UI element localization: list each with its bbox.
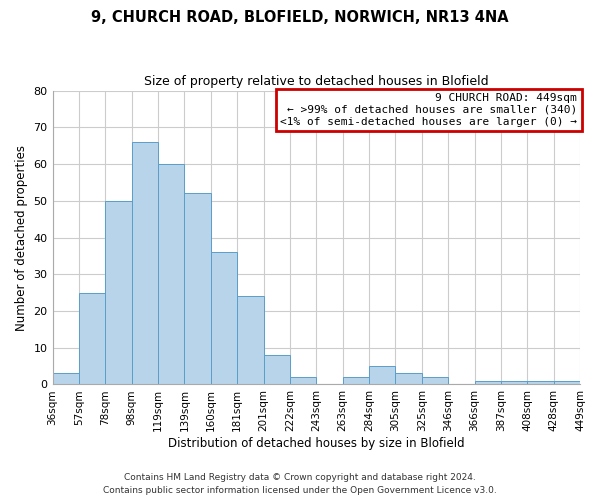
Bar bbox=[158, 164, 184, 384]
X-axis label: Distribution of detached houses by size in Blofield: Distribution of detached houses by size … bbox=[168, 437, 464, 450]
Bar bbox=[554, 381, 580, 384]
Bar bbox=[422, 377, 448, 384]
Title: Size of property relative to detached houses in Blofield: Size of property relative to detached ho… bbox=[144, 75, 488, 88]
Bar bbox=[79, 292, 105, 384]
Y-axis label: Number of detached properties: Number of detached properties bbox=[15, 144, 28, 330]
Text: Contains HM Land Registry data © Crown copyright and database right 2024.
Contai: Contains HM Land Registry data © Crown c… bbox=[103, 474, 497, 495]
Bar bbox=[369, 366, 395, 384]
Text: 9, CHURCH ROAD, BLOFIELD, NORWICH, NR13 4NA: 9, CHURCH ROAD, BLOFIELD, NORWICH, NR13 … bbox=[91, 10, 509, 25]
Bar bbox=[395, 374, 422, 384]
Bar bbox=[527, 381, 554, 384]
Bar bbox=[290, 377, 316, 384]
Bar bbox=[343, 377, 369, 384]
Bar bbox=[475, 381, 501, 384]
Bar bbox=[501, 381, 527, 384]
Bar bbox=[237, 296, 263, 384]
Bar bbox=[263, 355, 290, 384]
Bar bbox=[53, 374, 79, 384]
Bar bbox=[184, 194, 211, 384]
Bar bbox=[131, 142, 158, 384]
Text: 9 CHURCH ROAD: 449sqm
← >99% of detached houses are smaller (340)
<1% of semi-de: 9 CHURCH ROAD: 449sqm ← >99% of detached… bbox=[280, 94, 577, 126]
Bar bbox=[211, 252, 237, 384]
Bar bbox=[105, 201, 131, 384]
